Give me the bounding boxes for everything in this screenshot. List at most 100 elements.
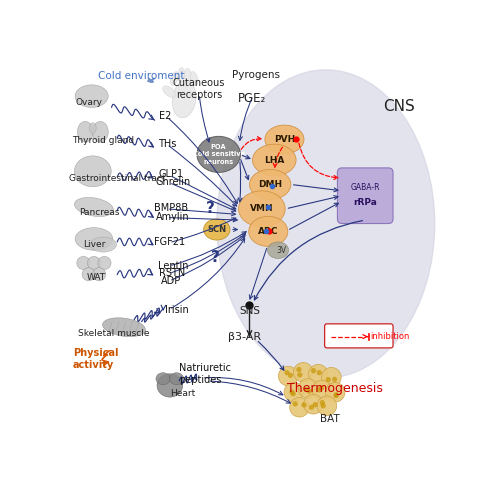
- Ellipse shape: [296, 367, 302, 372]
- FancyBboxPatch shape: [338, 168, 393, 224]
- Ellipse shape: [98, 256, 111, 269]
- Text: Ovary: Ovary: [75, 98, 102, 107]
- Text: ?: ?: [210, 250, 220, 265]
- Text: WAT: WAT: [86, 273, 106, 282]
- Text: Liver: Liver: [82, 240, 105, 249]
- Text: ?: ?: [206, 201, 215, 216]
- Ellipse shape: [75, 85, 108, 107]
- Ellipse shape: [250, 169, 291, 200]
- Text: β3-AR: β3-AR: [228, 332, 261, 343]
- Ellipse shape: [304, 387, 308, 392]
- Ellipse shape: [309, 405, 314, 410]
- Ellipse shape: [157, 374, 182, 397]
- Ellipse shape: [288, 373, 293, 378]
- Ellipse shape: [334, 393, 338, 398]
- Ellipse shape: [320, 400, 325, 406]
- Ellipse shape: [322, 367, 341, 387]
- Ellipse shape: [306, 388, 312, 394]
- Ellipse shape: [334, 392, 339, 397]
- Text: Physical
activity: Physical activity: [73, 348, 118, 370]
- Text: Natriuretic
peptides: Natriuretic peptides: [179, 364, 231, 385]
- Text: Irisin: Irisin: [166, 305, 189, 315]
- Text: Cutaneous
receptors: Cutaneous receptors: [173, 78, 226, 100]
- Text: CNS: CNS: [383, 99, 415, 114]
- Text: 3V: 3V: [276, 245, 287, 255]
- Ellipse shape: [290, 389, 294, 395]
- Text: ARC: ARC: [258, 227, 278, 236]
- Ellipse shape: [268, 242, 288, 259]
- Ellipse shape: [92, 268, 106, 281]
- Text: FGF21: FGF21: [154, 237, 185, 247]
- Text: VMH: VMH: [250, 204, 274, 213]
- Ellipse shape: [162, 86, 175, 98]
- Text: Skeletal muscle: Skeletal muscle: [78, 329, 150, 338]
- Text: RSTN: RSTN: [158, 268, 185, 279]
- Ellipse shape: [78, 122, 93, 142]
- Ellipse shape: [290, 391, 296, 396]
- Ellipse shape: [278, 366, 298, 386]
- Ellipse shape: [312, 402, 318, 407]
- Ellipse shape: [75, 227, 112, 250]
- Ellipse shape: [326, 383, 345, 402]
- Text: LHA: LHA: [264, 156, 284, 164]
- Ellipse shape: [172, 81, 196, 118]
- Text: Leptin: Leptin: [158, 261, 188, 271]
- FancyBboxPatch shape: [324, 324, 393, 348]
- Text: BMP8B: BMP8B: [154, 203, 188, 213]
- Ellipse shape: [332, 377, 338, 382]
- Ellipse shape: [190, 72, 198, 85]
- Text: Thermogenesis: Thermogenesis: [287, 382, 383, 395]
- Ellipse shape: [284, 383, 304, 402]
- Ellipse shape: [265, 125, 304, 154]
- Ellipse shape: [319, 385, 324, 390]
- Ellipse shape: [184, 68, 192, 82]
- Text: rRPa: rRPa: [354, 198, 377, 207]
- Text: Gastrointestinal tract: Gastrointestinal tract: [69, 174, 166, 183]
- Text: THs: THs: [158, 139, 176, 149]
- Ellipse shape: [297, 372, 302, 378]
- Ellipse shape: [74, 198, 114, 217]
- Text: PGE₂: PGE₂: [238, 92, 266, 105]
- Text: Ghrelin: Ghrelin: [156, 177, 191, 187]
- Text: POA
Cold sensitive
neurons: POA Cold sensitive neurons: [192, 144, 244, 165]
- Ellipse shape: [308, 365, 328, 384]
- Ellipse shape: [88, 256, 101, 269]
- Text: ADP: ADP: [160, 276, 180, 286]
- Ellipse shape: [320, 403, 326, 408]
- Ellipse shape: [156, 373, 170, 385]
- Ellipse shape: [102, 318, 146, 337]
- Text: Thyroid gland: Thyroid gland: [72, 136, 134, 144]
- Ellipse shape: [248, 216, 288, 246]
- Text: Amylin: Amylin: [156, 212, 189, 222]
- Ellipse shape: [312, 380, 332, 400]
- Ellipse shape: [311, 368, 316, 373]
- Text: Pancreas: Pancreas: [79, 208, 120, 217]
- Text: PVH: PVH: [274, 135, 295, 144]
- Ellipse shape: [290, 398, 309, 417]
- Ellipse shape: [326, 377, 331, 382]
- Ellipse shape: [252, 144, 296, 176]
- Ellipse shape: [316, 387, 322, 392]
- Text: SCN: SCN: [207, 225, 227, 234]
- Ellipse shape: [316, 370, 322, 375]
- Ellipse shape: [304, 394, 323, 414]
- Ellipse shape: [317, 396, 336, 416]
- Ellipse shape: [204, 219, 230, 240]
- Ellipse shape: [292, 401, 298, 407]
- Text: SNS: SNS: [239, 306, 260, 316]
- Ellipse shape: [238, 191, 285, 227]
- Ellipse shape: [302, 402, 306, 407]
- Ellipse shape: [90, 123, 96, 133]
- Ellipse shape: [294, 363, 313, 382]
- Ellipse shape: [77, 256, 90, 269]
- Ellipse shape: [170, 373, 183, 385]
- Ellipse shape: [74, 156, 111, 187]
- Ellipse shape: [284, 370, 290, 375]
- Text: DMH: DMH: [258, 180, 282, 189]
- Text: E2: E2: [158, 111, 171, 121]
- Ellipse shape: [298, 379, 318, 398]
- Text: Heart: Heart: [170, 389, 195, 398]
- Ellipse shape: [170, 72, 178, 85]
- Ellipse shape: [197, 136, 240, 172]
- Text: GLP1: GLP1: [158, 169, 184, 179]
